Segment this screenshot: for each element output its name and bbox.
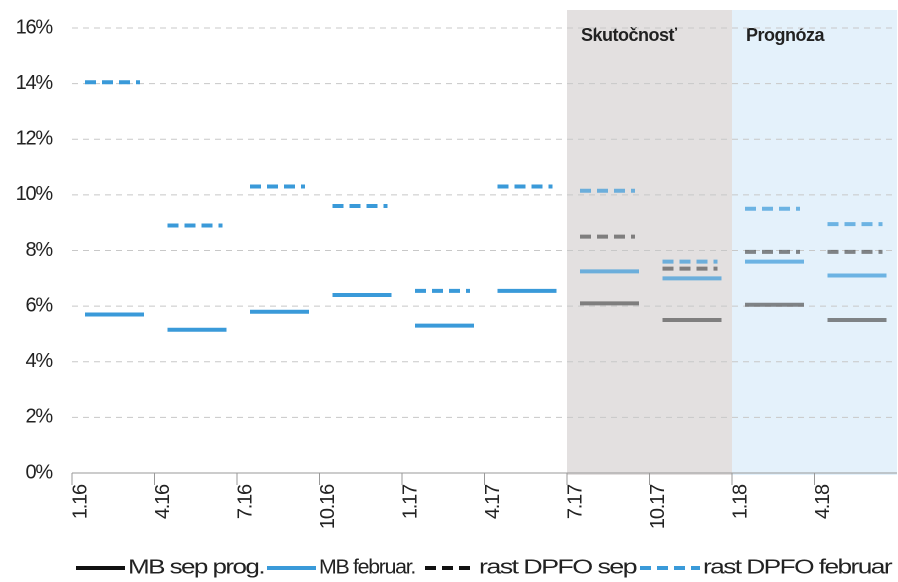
x-tick-label: 7.17 [564,484,586,519]
region [732,10,897,475]
x-tick-label: 4.16 [152,484,174,519]
x-tick-label: 1.18 [729,484,751,519]
x-tick-label: 10.16 [317,484,339,529]
legend-label: rast DPFO sep [479,556,637,578]
y-tick-label: 4% [25,350,53,372]
x-tick-label: 1.17 [399,484,421,519]
y-tick-label: 16% [16,16,54,38]
x-tick-label: 4.18 [812,484,834,519]
legend-label: rast DPFO februar [703,556,893,578]
y-tick-label: 6% [25,294,53,316]
x-tick-label: 7.16 [234,484,256,519]
y-tick-label: 2% [25,406,53,428]
y-tick-label: 12% [16,128,54,150]
y-tick-label: 14% [16,72,54,94]
x-tick-label: 1.16 [69,484,91,519]
region-label: Skutočnosť [581,25,678,45]
x-tick-label: 10.17 [647,484,669,529]
y-tick-label: 8% [25,239,53,261]
x-tick-label: 4.17 [482,484,504,519]
legend-label: MB sep prog. [128,556,264,578]
region-label: Prognóza [746,25,825,45]
y-tick-label: 0% [25,461,53,483]
legend-label: MB februar. [319,556,415,578]
region [567,10,732,475]
y-tick-label: 10% [16,183,54,205]
